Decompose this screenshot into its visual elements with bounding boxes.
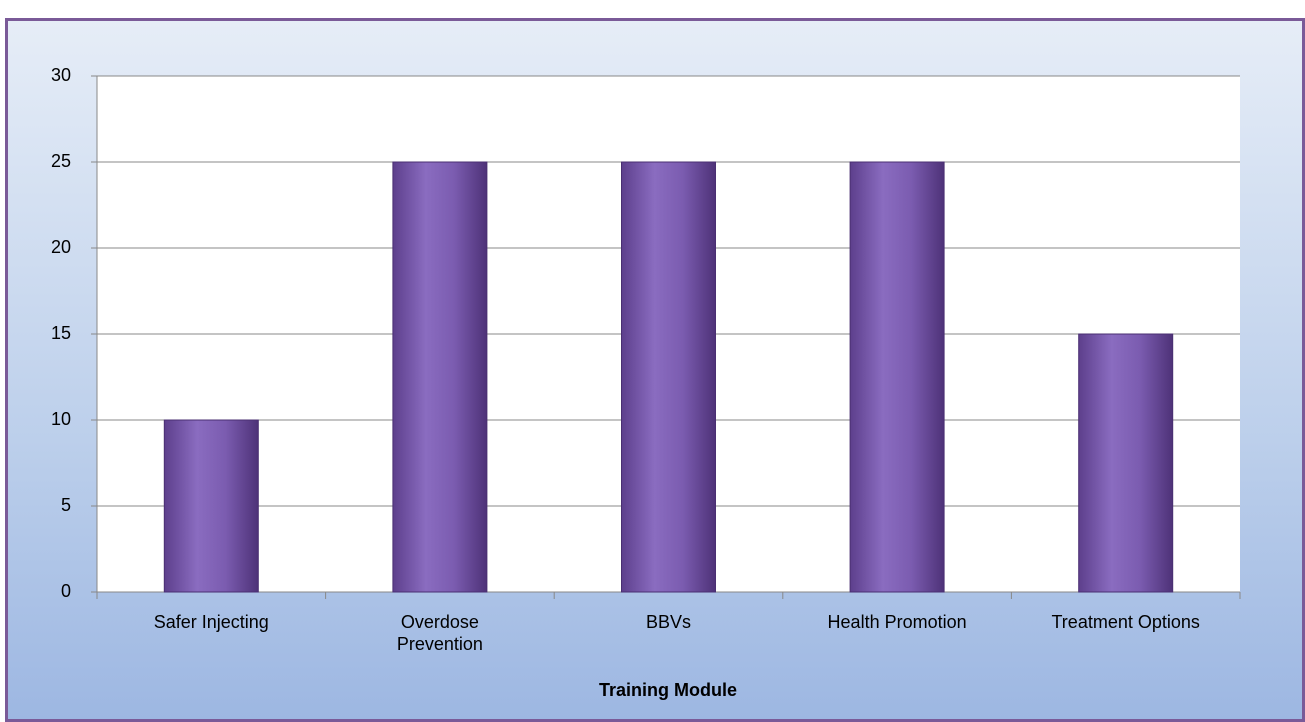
bar <box>1078 333 1174 593</box>
y-tick-label: 20 <box>51 237 71 257</box>
x-tick-label: BBVs <box>645 612 692 632</box>
y-tick-label: 10 <box>51 409 71 429</box>
y-tick-label: 15 <box>51 323 71 343</box>
bar <box>621 161 716 593</box>
y-tick-label: 5 <box>61 495 71 515</box>
y-tick-label: 0 <box>61 581 71 601</box>
x-tick-label: Health Promotion <box>827 612 967 632</box>
x-tick-label: Overdose Prevention <box>396 612 483 654</box>
x-axis-title: Training Module <box>599 680 737 700</box>
x-tick-label: Safer Injecting <box>153 612 269 632</box>
bar <box>392 161 488 593</box>
bar <box>163 419 259 593</box>
x-tick-label: Treatment Options <box>1051 612 1200 632</box>
bar <box>849 161 945 593</box>
y-tick-label: 25 <box>51 151 71 171</box>
y-tick-label: 30 <box>51 65 71 85</box>
